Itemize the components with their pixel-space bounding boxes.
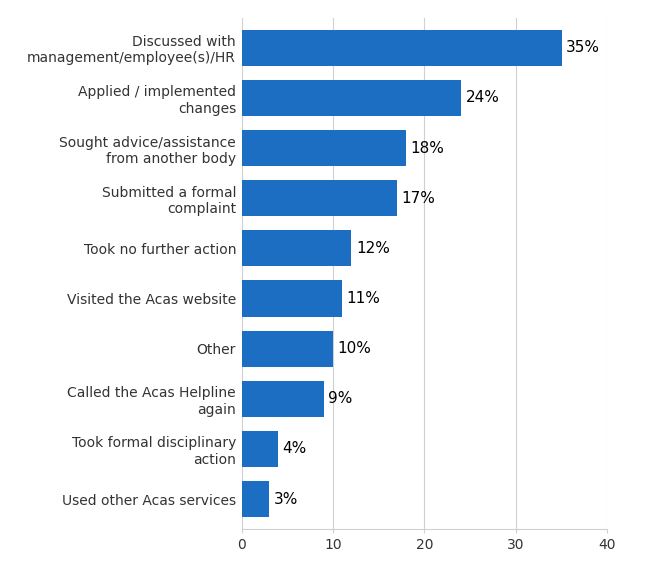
Bar (242, 130, 406, 166)
Text: 9%: 9% (328, 391, 353, 406)
Bar (242, 431, 278, 467)
Bar (242, 29, 562, 66)
Bar (242, 481, 269, 517)
Text: 35%: 35% (566, 40, 600, 55)
Text: 12%: 12% (356, 241, 390, 256)
Text: 17%: 17% (402, 191, 436, 206)
Text: 18%: 18% (411, 141, 445, 156)
Bar (242, 381, 324, 417)
Text: 4%: 4% (283, 442, 307, 456)
Bar (242, 80, 461, 116)
Bar (242, 280, 342, 316)
Bar (242, 330, 333, 367)
Text: 24%: 24% (466, 91, 500, 105)
Text: 3%: 3% (274, 492, 298, 507)
Text: 11%: 11% (347, 291, 381, 306)
Bar (242, 230, 351, 266)
Text: 10%: 10% (338, 341, 372, 356)
Bar (242, 180, 397, 216)
